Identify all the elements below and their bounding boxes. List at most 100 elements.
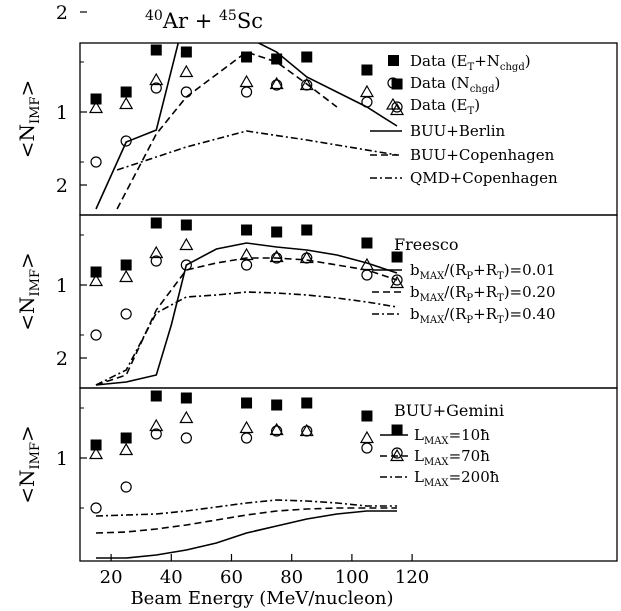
x-tick-label: 20 (100, 567, 123, 588)
point-filled-square (180, 46, 192, 58)
point-open-triangle (299, 423, 314, 437)
point-open-triangle (89, 273, 104, 287)
point-open-triangle (359, 430, 374, 444)
legend-marker-filled-square (388, 55, 399, 66)
point-open-triangle (390, 275, 405, 289)
point-open-circle (271, 252, 283, 264)
point-filled-square (150, 390, 162, 402)
point-filled-square (361, 64, 373, 76)
title-element-a: Ar (162, 9, 189, 33)
point-open-circle (391, 101, 403, 113)
point-open-triangle (269, 422, 284, 436)
point-open-triangle (89, 446, 104, 460)
legend-label-bmax-040: bMAX/(RP+RT)=0.40 (410, 305, 556, 326)
point-open-circle (150, 428, 162, 440)
point-open-triangle (239, 74, 254, 88)
point-open-triangle (149, 245, 164, 259)
legend-label-qmd-copenhagen: QMD+Copenhagen (410, 169, 558, 187)
point-open-triangle (179, 410, 194, 424)
point-filled-square (301, 224, 313, 236)
panel-top: 1 2 <NIMF> (15, 2, 618, 216)
point-open-circle (180, 432, 192, 444)
point-filled-square (391, 78, 403, 90)
y-tick-label: 2 (56, 2, 68, 24)
point-open-circle (180, 86, 192, 98)
point-open-triangle (119, 442, 134, 456)
point-open-circle (240, 86, 253, 98)
panel-bottom: 1 2 <NIMF> 20 40 60 80 100 120 (15, 348, 618, 588)
point-filled-square (180, 219, 192, 231)
point-filled-square (150, 217, 162, 229)
title-mass-a: 40 (145, 8, 163, 24)
point-open-triangle (179, 64, 194, 78)
legend-marker-open-triangle (385, 97, 401, 110)
point-open-triangle (299, 77, 314, 91)
point-open-triangle (239, 247, 254, 261)
legend-label-data-nchgd: Data (Nchgd) (410, 74, 500, 95)
point-open-circle (90, 156, 102, 168)
point-filled-square (361, 237, 373, 249)
title-element-b: Sc (237, 9, 263, 33)
point-open-circle (271, 425, 283, 437)
point-filled-square (180, 392, 192, 404)
title-mass-b: 45 (219, 8, 237, 24)
legend-label-buu-berlin: BUU+Berlin (410, 122, 506, 140)
x-tick-label: 60 (220, 567, 243, 588)
point-filled-square (271, 53, 283, 65)
x-axis-label: Beam Energy (MeV/nucleon) (130, 588, 393, 609)
point-open-circle (180, 259, 192, 271)
legend-label-data-et: Data (ET) (410, 96, 480, 117)
series-line-buu-copenhagen (116, 51, 338, 210)
legend-label-lmax-70: LMAX=70ħ (414, 447, 490, 468)
point-filled-square (120, 86, 132, 98)
legend-label-bmax-020: bMAX/(RP+RT)=0.20 (410, 283, 556, 304)
legend-label-lmax-200: LMAX=200ħ (414, 468, 500, 489)
x-tick-label: 100 (335, 567, 369, 588)
point-filled-square (120, 432, 132, 444)
x-tick-label: 40 (160, 567, 183, 588)
point-filled-square (241, 51, 253, 63)
point-filled-square (150, 44, 162, 56)
point-open-circle (391, 274, 403, 286)
point-open-circle (150, 255, 162, 267)
legend-marker-open-circle (387, 77, 399, 89)
point-filled-square (301, 51, 313, 63)
point-filled-square (271, 399, 283, 411)
point-open-circle (90, 329, 102, 341)
legend-label-buu-copenhagen: BUU+Copenhagen (410, 146, 555, 164)
point-open-circle (361, 442, 373, 454)
point-filled-square (241, 397, 253, 409)
series-line-b-max-r-p-r-t-0-20 (95, 257, 398, 386)
panel-middle: 1 2 <NIMF> (15, 175, 618, 389)
point-open-circle (120, 308, 132, 320)
point-open-circle (150, 82, 162, 94)
point-open-triangle (359, 84, 374, 98)
point-open-triangle (149, 418, 164, 432)
point-open-triangle (89, 100, 104, 114)
series-line-l-max-200- (95, 499, 397, 517)
y-axis-label: <NIMF> (15, 425, 43, 504)
chart-title: 40Ar + 45Sc (145, 8, 263, 33)
x-tick-label: 120 (395, 567, 429, 588)
point-filled-square (391, 251, 403, 263)
title-plus: + (195, 9, 213, 33)
point-filled-square (90, 439, 102, 451)
point-open-circle (271, 79, 283, 91)
legend-middle: Freesco bMAX/(RP+RT)=0.01 bMAX/(RP+RT)=0… (372, 235, 556, 326)
legend-top: Data (ET+Nchgd) Data (Nchgd) Data (ET) B… (370, 52, 558, 187)
point-open-triangle (149, 72, 164, 86)
point-open-triangle (269, 249, 284, 263)
y-axis-label: <NIMF> (15, 252, 43, 331)
series-line-b-max-r-p-r-t-0-01 (95, 242, 398, 386)
y-tick-label: 1 (56, 448, 68, 470)
point-filled-square (90, 93, 102, 105)
point-open-circle (240, 432, 253, 444)
point-open-circle (240, 259, 253, 271)
legend-label-lmax-10: LMAX=10ħ (414, 426, 490, 447)
point-filled-square (120, 259, 132, 271)
point-open-triangle (269, 76, 284, 90)
series-line-b-max-r-p-r-t-0-40 (95, 291, 398, 386)
legend-label-data-et-nchgd: Data (ET+Nchgd) (410, 52, 531, 73)
point-open-circle (120, 481, 132, 493)
